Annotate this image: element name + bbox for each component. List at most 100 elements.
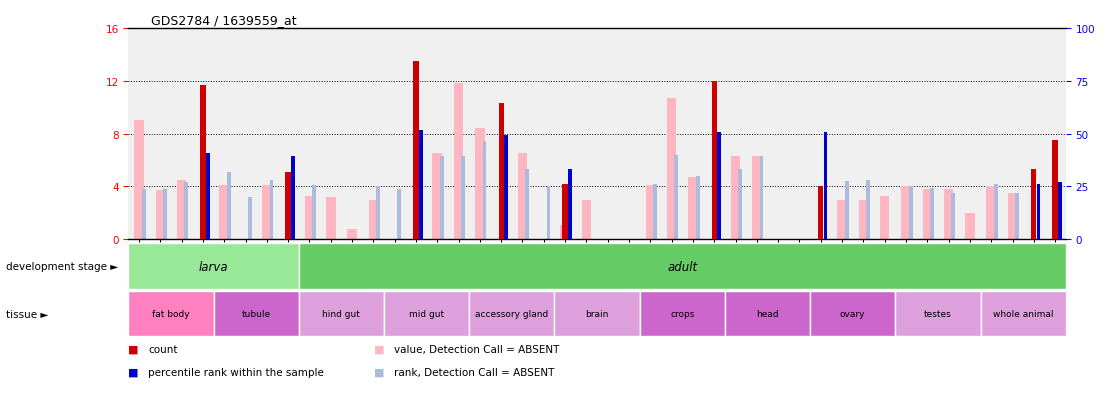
Bar: [326, 197, 336, 240]
Bar: [902, 187, 911, 240]
Bar: [368, 200, 378, 240]
Bar: [739, 170, 742, 240]
Bar: [440, 157, 444, 240]
Bar: [981, 291, 1066, 337]
Text: count: count: [148, 344, 177, 354]
Bar: [555, 291, 639, 337]
Bar: [305, 196, 315, 240]
Bar: [176, 180, 186, 240]
Bar: [213, 291, 299, 337]
Bar: [560, 225, 570, 240]
Text: ■: ■: [374, 367, 384, 377]
Bar: [142, 190, 145, 240]
Bar: [200, 85, 205, 240]
Bar: [454, 84, 463, 240]
Bar: [461, 157, 465, 240]
Bar: [482, 142, 487, 240]
Bar: [205, 154, 210, 240]
Bar: [1052, 141, 1058, 240]
Bar: [837, 200, 847, 240]
Bar: [155, 191, 165, 240]
Bar: [752, 157, 761, 240]
Bar: [413, 62, 418, 240]
Bar: [562, 184, 568, 240]
Text: brain: brain: [586, 309, 608, 318]
Bar: [923, 190, 932, 240]
Bar: [270, 180, 273, 240]
Text: tissue ►: tissue ►: [6, 309, 48, 319]
Bar: [824, 133, 827, 240]
Bar: [291, 157, 295, 240]
Text: ovary: ovary: [840, 309, 866, 318]
Bar: [128, 291, 213, 337]
Bar: [262, 185, 271, 240]
Text: rank, Detection Call = ABSENT: rank, Detection Call = ABSENT: [394, 367, 555, 377]
Bar: [760, 157, 763, 240]
Text: value, Detection Call = ABSENT: value, Detection Call = ABSENT: [394, 344, 559, 354]
Bar: [376, 187, 379, 240]
Bar: [227, 172, 231, 240]
Bar: [987, 187, 995, 240]
Bar: [547, 187, 550, 240]
Bar: [858, 200, 868, 240]
Bar: [1037, 190, 1040, 240]
Bar: [639, 291, 725, 337]
Text: ■: ■: [374, 344, 384, 354]
Bar: [291, 182, 295, 240]
Text: mid gut: mid gut: [410, 309, 444, 318]
Bar: [475, 129, 484, 240]
Text: hind gut: hind gut: [323, 309, 360, 318]
Text: testes: testes: [924, 309, 952, 318]
Bar: [965, 213, 974, 240]
Bar: [866, 180, 870, 240]
Bar: [469, 291, 555, 337]
Bar: [128, 244, 299, 289]
Text: ■: ■: [128, 344, 138, 354]
Text: fat body: fat body: [152, 309, 190, 318]
Bar: [499, 104, 503, 240]
Text: percentile rank within the sample: percentile rank within the sample: [148, 367, 325, 377]
Bar: [731, 157, 740, 240]
Bar: [1031, 170, 1037, 240]
Text: head: head: [757, 309, 779, 318]
Bar: [526, 170, 529, 240]
Bar: [248, 197, 252, 240]
Bar: [1016, 193, 1019, 240]
Text: adult: adult: [667, 260, 698, 273]
Text: GDS2784 / 1639559_at: GDS2784 / 1639559_at: [151, 14, 296, 27]
Text: crops: crops: [670, 309, 694, 318]
Bar: [518, 154, 527, 240]
Bar: [418, 130, 423, 240]
Bar: [951, 193, 955, 240]
Bar: [581, 200, 591, 240]
Text: larva: larva: [199, 260, 229, 273]
Bar: [1008, 193, 1018, 240]
Bar: [674, 155, 679, 240]
Bar: [667, 99, 676, 240]
Bar: [695, 176, 700, 240]
Bar: [220, 185, 229, 240]
Bar: [810, 291, 895, 337]
Bar: [845, 182, 848, 240]
Bar: [930, 188, 934, 240]
Bar: [818, 187, 824, 240]
Bar: [299, 244, 1066, 289]
Bar: [397, 190, 402, 240]
Bar: [895, 291, 981, 337]
Bar: [433, 154, 442, 240]
Bar: [184, 183, 189, 240]
Text: tubule: tubule: [241, 309, 271, 318]
Text: development stage ►: development stage ►: [6, 261, 118, 271]
Text: accessory gland: accessory gland: [475, 309, 548, 318]
Text: whole animal: whole animal: [993, 309, 1054, 318]
Bar: [134, 121, 144, 240]
Bar: [1058, 183, 1061, 240]
Bar: [312, 185, 316, 240]
Bar: [1037, 184, 1040, 240]
Bar: [879, 196, 889, 240]
Bar: [653, 184, 657, 240]
Bar: [299, 291, 384, 337]
Bar: [716, 133, 721, 240]
Text: ■: ■: [128, 367, 138, 377]
Bar: [712, 82, 716, 240]
